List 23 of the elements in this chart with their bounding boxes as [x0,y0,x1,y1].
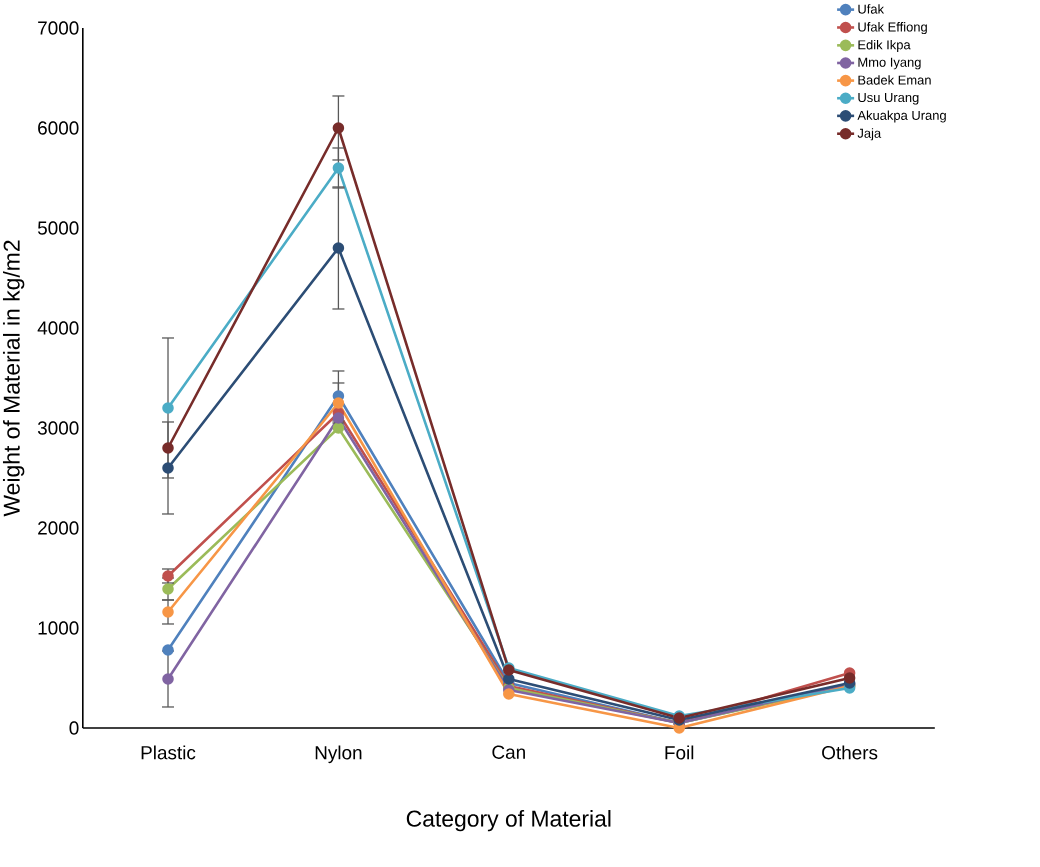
y-tick-label: 7000 [38,21,79,35]
legend-label: Ufak Effiong [858,22,927,35]
legend-label: Badek Eman [858,75,931,85]
x-tick-label: Foil [665,745,694,760]
y-tick-label: 3000 [37,421,79,435]
legend-label: Usu Urang [858,93,919,105]
x-tick-label: Can [492,745,525,759]
y-tick-label: 6000 [38,121,79,135]
x-tick-label: Others [822,745,878,760]
y-tick-label: 1000 [38,621,79,635]
x-tick-label: Nylon [315,745,362,764]
y-tick-label: 4000 [37,321,79,335]
y-axis-title: Weight of Material in kg/m2 [2,240,25,517]
legend-label: Ufak [858,4,885,14]
x-axis-title: Category of Material [406,809,611,832]
legend-label: Akuakpa Urang [857,110,946,123]
legend-label: Mmo Iyang [858,57,921,70]
x-tick-label: Plastic [141,745,196,760]
legend-label: Jaja [857,128,882,141]
y-tick-label: 2000 [38,521,79,535]
legend-label: Edik Ikpa [858,39,911,52]
y-tick-label: 0 [69,721,79,735]
y-tick-label: 5000 [37,221,79,235]
